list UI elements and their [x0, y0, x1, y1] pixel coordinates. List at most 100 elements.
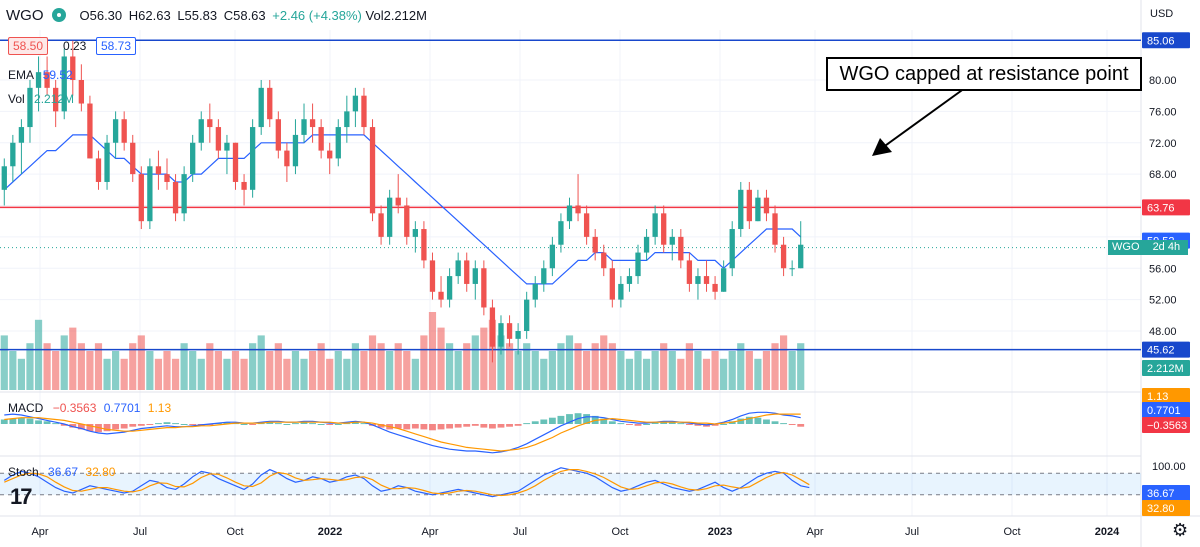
macd-histogram-bar [26, 418, 34, 424]
candle-body [164, 174, 170, 182]
macd-histogram-bar [137, 424, 145, 426]
market-status-icon[interactable] [51, 8, 66, 22]
ema-line [3, 134, 802, 285]
volume-bar [685, 343, 693, 390]
macd-histogram-bar [266, 422, 274, 424]
stoch-axis-label: 32.80 [1147, 503, 1175, 515]
candle-body [138, 174, 144, 222]
price-label-bg [1142, 341, 1190, 358]
candle-body [1, 166, 7, 190]
volume-bar [300, 358, 308, 390]
macd-histogram-bar [471, 424, 479, 426]
candle-body [678, 236, 684, 261]
candle-body [361, 95, 367, 128]
price-tick-label: 76.00 [1149, 106, 1177, 118]
candle-body [481, 268, 487, 308]
macd-histogram-bar [155, 423, 162, 425]
macd-histogram-bar [583, 414, 591, 424]
volume-bar [94, 343, 103, 390]
macd-signal-line [4, 413, 801, 452]
price-label-bg [1142, 32, 1190, 49]
candle-body [369, 127, 376, 214]
candle-body [592, 236, 598, 253]
stoch-band [0, 473, 1141, 495]
volume-bars [0, 312, 805, 390]
volume-bar [283, 358, 291, 390]
price-label: 45.62 [1147, 345, 1175, 357]
volume-bar [557, 343, 565, 390]
time-tick-label: Apr [806, 526, 823, 538]
candle-body [566, 205, 573, 222]
time-tick-label: Jul [133, 526, 147, 538]
candle-body [258, 87, 264, 128]
macd-histogram-bar [514, 424, 522, 426]
volume-bar [86, 351, 94, 390]
buy-price-box[interactable]: 58.73 [96, 37, 137, 55]
candle-body [267, 87, 273, 120]
volume-bar [77, 343, 85, 390]
macd-histogram-bar [480, 424, 488, 428]
candle-body [95, 158, 102, 182]
macd-histogram-bar [429, 424, 436, 431]
macd-histogram-bar [754, 417, 762, 424]
candle-body [720, 268, 727, 292]
price-label-bg [1142, 199, 1190, 216]
candle-body [309, 119, 316, 128]
candle-body [147, 166, 153, 222]
volume-bar [762, 351, 771, 390]
macd-histogram-bar [634, 424, 642, 426]
candle-body [763, 197, 770, 214]
candle-body [172, 181, 179, 214]
candle-body [395, 197, 401, 206]
candle-body [241, 181, 247, 190]
candle-body [695, 276, 701, 284]
candle-body [404, 205, 410, 237]
ema-path [3, 134, 802, 285]
macd-histogram-bar [540, 419, 548, 424]
price-tick-label: 48.00 [1149, 326, 1177, 338]
macd-histogram-bar [317, 424, 325, 425]
candle-body [738, 189, 744, 230]
volume-bar [171, 358, 180, 390]
candle-body [780, 244, 787, 269]
currency-label[interactable]: USD [1150, 8, 1174, 20]
volume-bar [129, 343, 137, 390]
volume-bar [326, 358, 334, 390]
candle-body [498, 323, 504, 347]
macd-histogram-bar [0, 419, 8, 424]
tradingview-logo[interactable]: 17 [10, 484, 33, 509]
macd-histogram-bar [334, 424, 342, 425]
annotation-callout[interactable]: WGO capped at resistance point [826, 57, 1142, 91]
volume-bar [745, 351, 753, 390]
macd-histogram-bar [711, 424, 719, 426]
candle-body [284, 150, 290, 167]
volume-value: Vol2.212M [365, 7, 427, 23]
volume-bar [146, 351, 154, 390]
candle-body [575, 205, 581, 214]
candle-body [224, 142, 230, 151]
macd-histogram-bar [240, 424, 248, 425]
candle-body [181, 174, 187, 214]
volume-bar [608, 343, 616, 390]
candle-body [652, 213, 658, 237]
volume-bar [103, 358, 111, 390]
stoch-axis-label-bg [1142, 485, 1190, 501]
candle-body [789, 268, 795, 270]
macd-pane [0, 411, 805, 454]
gear-icon[interactable]: ⚙ [1172, 520, 1189, 540]
candle-body [601, 252, 607, 269]
stoch-legend[interactable]: Stoch 36.67 32.80 [8, 465, 115, 479]
macd-histogram-bar [626, 424, 633, 425]
candle-body [438, 291, 444, 300]
ema-legend[interactable]: EMA 59.52 [8, 68, 73, 82]
volume-bar [574, 343, 582, 390]
volume-bar [334, 351, 342, 390]
vol-legend[interactable]: Vol 2.212M [8, 92, 74, 106]
spread-value: 0.23 [63, 39, 87, 53]
price-tick-label: 80.00 [1149, 75, 1177, 87]
volume-bar [737, 343, 745, 390]
sell-price-box[interactable]: 58.50 [8, 37, 49, 55]
candle-body [703, 276, 710, 284]
macd-legend[interactable]: MACD −0.3563 0.7701 1.13 [8, 401, 171, 415]
